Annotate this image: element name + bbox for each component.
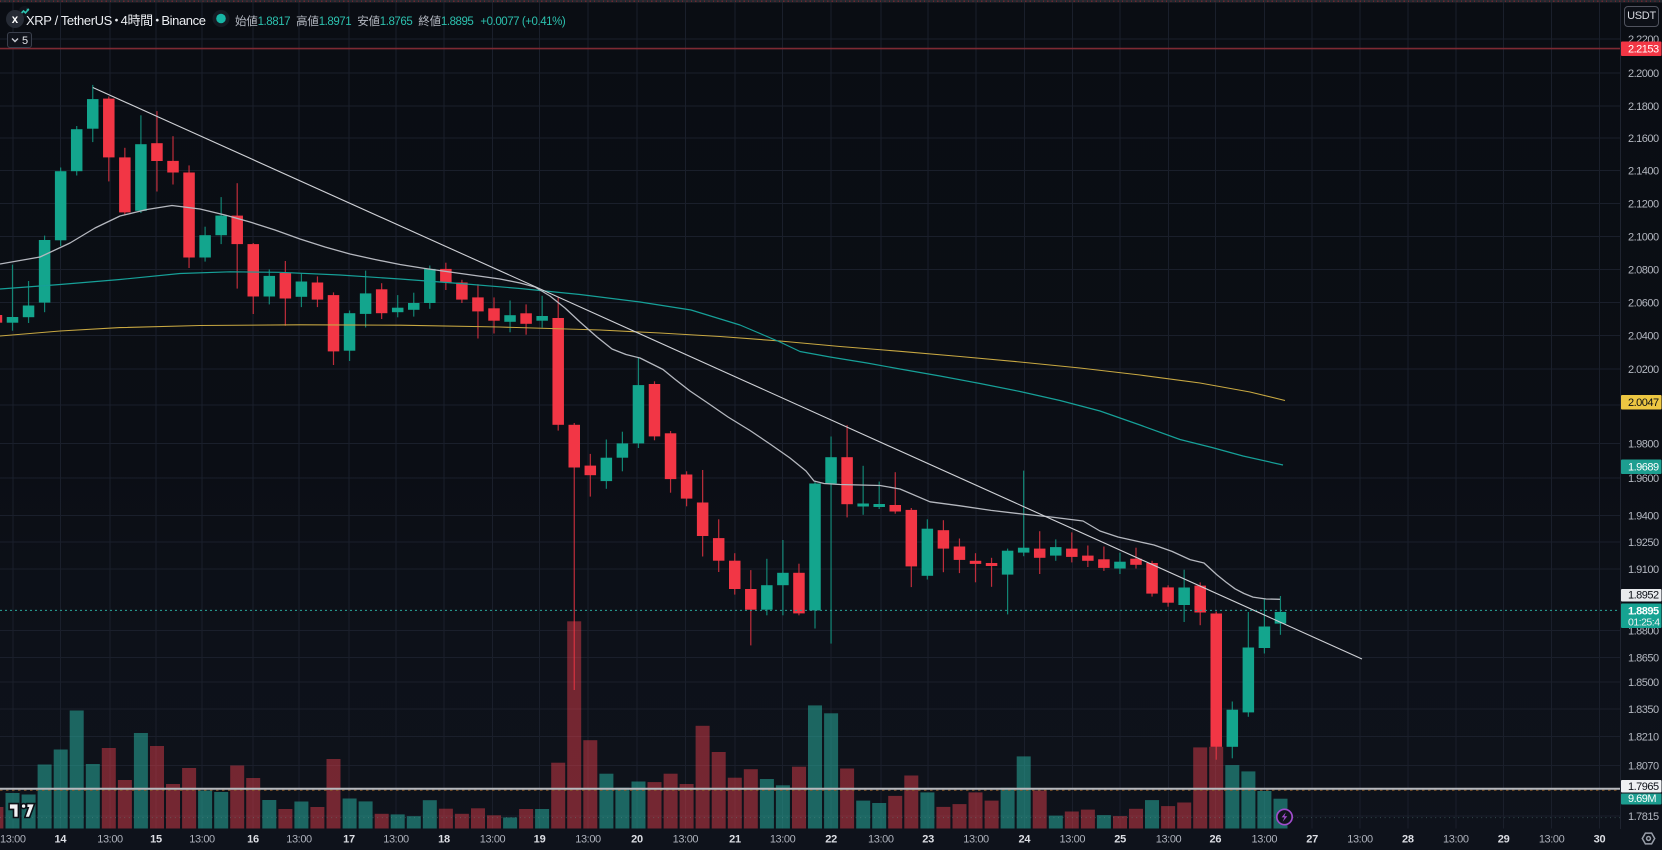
svg-text:13:00: 13:00 [963,834,989,846]
svg-text:25: 25 [1114,834,1126,846]
svg-text:1.9250: 1.9250 [1628,537,1659,549]
svg-text:2.2153: 2.2153 [1628,43,1659,55]
svg-text:13:00: 13:00 [97,834,123,846]
svg-text:5: 5 [22,35,28,47]
svg-text:19: 19 [534,834,546,846]
svg-text:29: 29 [1498,834,1510,846]
svg-text:2.2000: 2.2000 [1628,68,1659,80]
svg-text:1.7965: 1.7965 [1628,781,1659,793]
svg-text:13:00: 13:00 [1443,834,1469,846]
svg-text:1.8800: 1.8800 [1628,625,1659,637]
svg-text:18: 18 [438,834,450,846]
svg-text:1.8350: 1.8350 [1628,704,1659,716]
svg-text:14: 14 [54,834,67,846]
svg-text:01:25:4: 01:25:4 [1628,617,1660,629]
svg-text:1.9800: 1.9800 [1628,438,1659,450]
svg-text:1.8952: 1.8952 [1628,589,1659,601]
svg-text:1.9400: 1.9400 [1628,510,1659,522]
svg-text:28: 28 [1402,834,1414,846]
svg-text:13:00: 13:00 [1539,834,1565,846]
svg-text:1.7815: 1.7815 [1628,811,1659,823]
svg-text:2.0400: 2.0400 [1628,330,1659,342]
svg-text:20: 20 [631,834,643,846]
svg-text:16: 16 [247,834,259,846]
svg-text:2.1800: 2.1800 [1628,101,1659,113]
svg-text:13:00: 13:00 [189,834,215,846]
svg-text:13:00: 13:00 [673,834,699,846]
svg-text:13:00: 13:00 [575,834,601,846]
svg-text:1.8650: 1.8650 [1628,652,1659,664]
svg-text:26: 26 [1209,834,1221,846]
svg-text:13:00: 13:00 [1060,834,1086,846]
svg-text:1.8895: 1.8895 [1628,605,1659,617]
svg-text:13:00: 13:00 [480,834,506,846]
svg-text:1.9100: 1.9100 [1628,564,1659,576]
svg-text:9.69M: 9.69M [1628,793,1656,805]
svg-text:1.9600: 1.9600 [1628,473,1659,485]
svg-text:2.1600: 2.1600 [1628,133,1659,145]
svg-text:1.9689: 1.9689 [1628,461,1659,473]
svg-text:1.8070: 1.8070 [1628,760,1659,772]
svg-text:2.1000: 2.1000 [1628,231,1659,243]
svg-text:30: 30 [1594,834,1606,846]
svg-text:2.1200: 2.1200 [1628,198,1659,210]
svg-text:13:00: 13:00 [868,834,894,846]
svg-text:13:00: 13:00 [770,834,796,846]
svg-text:2.0600: 2.0600 [1628,297,1659,309]
svg-text:2.0200: 2.0200 [1628,364,1659,376]
svg-text:27: 27 [1306,834,1318,846]
svg-text:17: 17 [343,834,355,846]
svg-text:2.0047: 2.0047 [1628,397,1659,409]
svg-text:13:00: 13:00 [0,834,26,846]
svg-text:2.0800: 2.0800 [1628,264,1659,276]
svg-text:15: 15 [150,834,162,846]
svg-text:13:00: 13:00 [1156,834,1182,846]
svg-text:23: 23 [922,834,934,846]
svg-text:13:00: 13:00 [1347,834,1373,846]
svg-text:24: 24 [1018,834,1031,846]
svg-text:x: x [12,14,19,26]
svg-text:13:00: 13:00 [1252,834,1278,846]
svg-text:2.1400: 2.1400 [1628,165,1659,177]
svg-text:22: 22 [825,834,837,846]
svg-text:13:00: 13:00 [286,834,312,846]
svg-text:13:00: 13:00 [383,834,409,846]
svg-text:21: 21 [729,834,741,846]
svg-text:1.8210: 1.8210 [1628,731,1659,743]
svg-text:1.8500: 1.8500 [1628,677,1659,689]
